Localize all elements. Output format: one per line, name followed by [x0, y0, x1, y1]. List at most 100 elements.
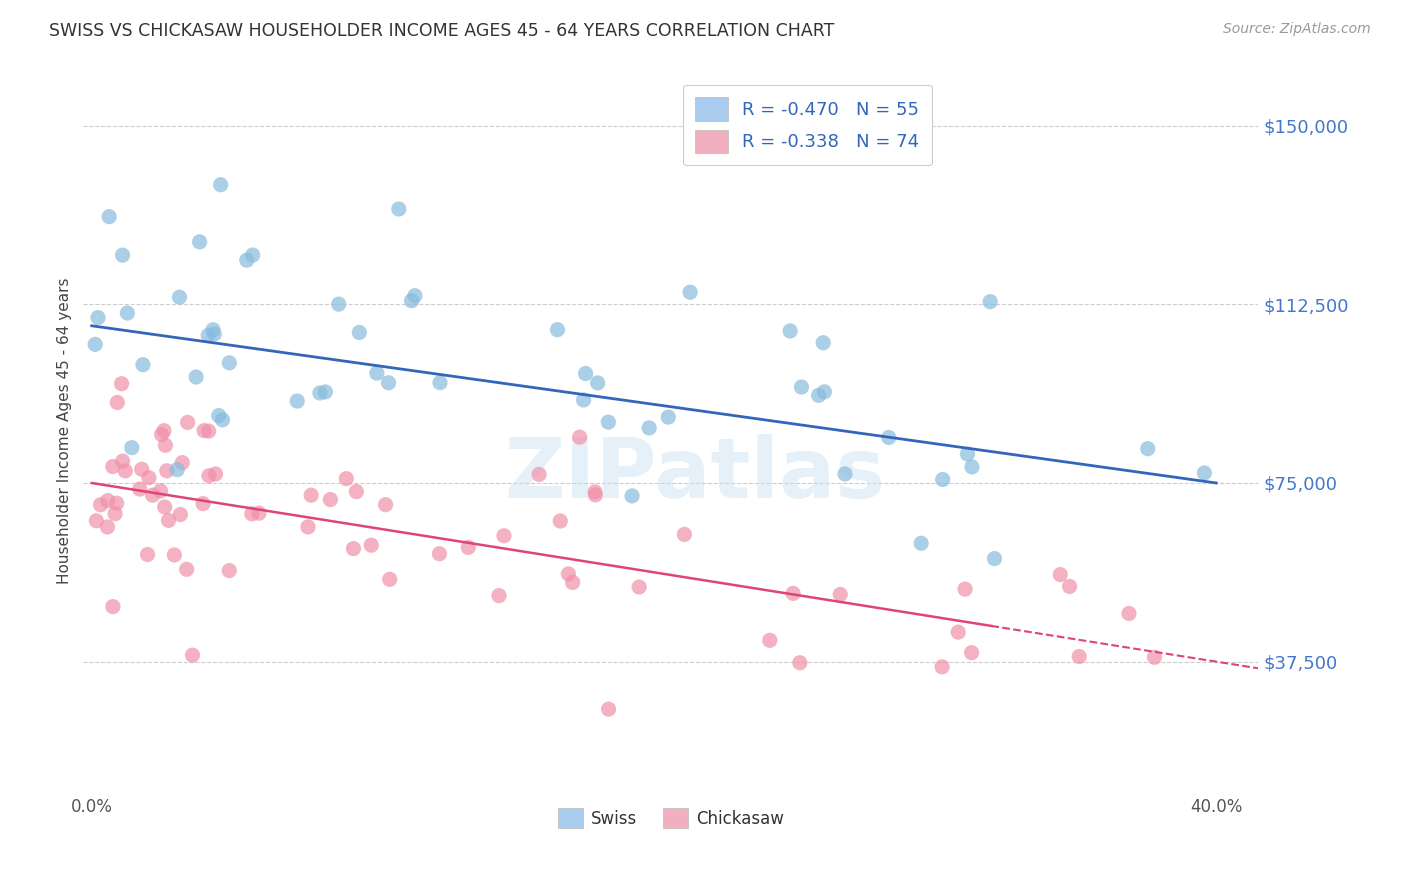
Point	[166, 463, 188, 477]
Point	[574, 367, 596, 381]
Point	[328, 297, 350, 311]
Point	[101, 459, 124, 474]
Point	[789, 656, 811, 670]
Point	[378, 572, 401, 586]
Point	[388, 202, 411, 216]
Point	[240, 507, 263, 521]
Point	[779, 324, 801, 338]
Point	[1143, 650, 1166, 665]
Point	[568, 430, 591, 444]
Point	[342, 541, 364, 556]
Point	[104, 507, 127, 521]
Point	[84, 337, 107, 351]
Point	[202, 323, 225, 337]
Point	[172, 456, 194, 470]
Point	[344, 484, 367, 499]
Point	[202, 327, 225, 342]
Point	[132, 358, 155, 372]
Point	[121, 441, 143, 455]
Point	[156, 464, 179, 478]
Point	[546, 323, 568, 337]
Point	[136, 548, 159, 562]
Point	[309, 386, 332, 401]
Text: ZIPatlas: ZIPatlas	[503, 434, 884, 515]
Point	[247, 506, 270, 520]
Point	[297, 520, 319, 534]
Point	[211, 413, 233, 427]
Point	[186, 370, 208, 384]
Point	[983, 551, 1005, 566]
Point	[1136, 442, 1159, 456]
Point	[429, 376, 451, 390]
Point	[138, 471, 160, 485]
Point	[114, 464, 136, 478]
Point	[197, 424, 219, 438]
Point	[111, 454, 134, 468]
Point	[335, 472, 357, 486]
Point	[628, 580, 651, 594]
Point	[557, 566, 579, 581]
Point	[956, 447, 979, 461]
Point	[197, 328, 219, 343]
Point	[953, 582, 976, 596]
Point	[811, 335, 834, 350]
Point	[1059, 579, 1081, 593]
Point	[931, 660, 953, 674]
Point	[153, 500, 176, 514]
Point	[218, 356, 240, 370]
Point	[374, 498, 396, 512]
Point	[1069, 649, 1091, 664]
Point	[488, 589, 510, 603]
Point	[527, 467, 550, 482]
Point	[457, 541, 479, 555]
Point	[638, 421, 661, 435]
Point	[319, 492, 342, 507]
Point	[621, 489, 644, 503]
Point	[299, 488, 322, 502]
Point	[429, 547, 451, 561]
Point	[117, 306, 139, 320]
Point	[349, 326, 371, 340]
Text: SWISS VS CHICKASAW HOUSEHOLDER INCOME AGES 45 - 64 YEARS CORRELATION CHART: SWISS VS CHICKASAW HOUSEHOLDER INCOME AG…	[49, 22, 835, 40]
Point	[782, 586, 804, 600]
Point	[679, 285, 702, 300]
Point	[377, 376, 399, 390]
Point	[110, 376, 132, 391]
Point	[98, 210, 121, 224]
Text: Source: ZipAtlas.com: Source: ZipAtlas.com	[1223, 22, 1371, 37]
Point	[758, 633, 780, 648]
Point	[598, 702, 620, 716]
Point	[142, 488, 165, 502]
Point	[96, 520, 118, 534]
Point	[157, 513, 180, 527]
Point	[209, 178, 232, 192]
Point	[360, 538, 382, 552]
Point	[314, 384, 336, 399]
Point	[960, 459, 983, 474]
Point	[198, 468, 221, 483]
Point	[561, 575, 583, 590]
Point	[830, 587, 852, 601]
Point	[404, 288, 426, 302]
Point	[204, 467, 226, 481]
Point	[401, 293, 423, 308]
Point	[492, 529, 515, 543]
Point	[176, 562, 198, 576]
Point	[176, 416, 198, 430]
Point	[208, 409, 231, 423]
Point	[946, 625, 969, 640]
Point	[101, 599, 124, 614]
Point	[1118, 607, 1140, 621]
Point	[97, 493, 120, 508]
Y-axis label: Householder Income Ages 45 - 64 years: Householder Income Ages 45 - 64 years	[58, 277, 72, 584]
Point	[128, 482, 150, 496]
Point	[877, 430, 900, 444]
Point	[834, 467, 856, 481]
Point	[218, 564, 240, 578]
Point	[931, 473, 953, 487]
Point	[87, 310, 110, 325]
Point	[1194, 466, 1216, 480]
Point	[979, 294, 1001, 309]
Point	[193, 424, 215, 438]
Point	[86, 514, 108, 528]
